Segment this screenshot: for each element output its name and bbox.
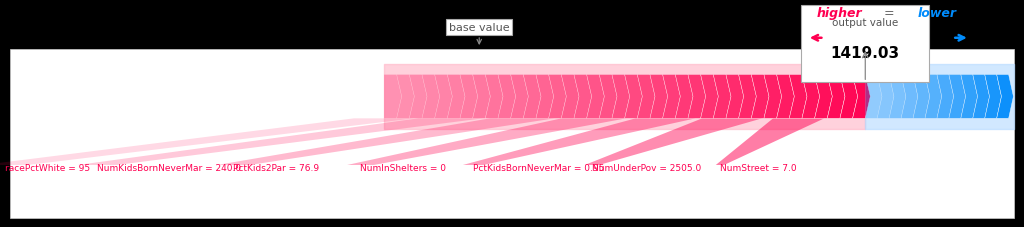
- Polygon shape: [714, 75, 731, 119]
- Polygon shape: [549, 75, 566, 119]
- Polygon shape: [663, 75, 680, 119]
- Polygon shape: [422, 75, 439, 119]
- Polygon shape: [536, 75, 554, 119]
- Polygon shape: [996, 75, 1014, 119]
- Polygon shape: [384, 75, 401, 119]
- Text: PctKidsBornNeverMar = 0.95: PctKidsBornNeverMar = 0.95: [473, 163, 604, 172]
- Polygon shape: [925, 75, 942, 119]
- Polygon shape: [217, 119, 555, 165]
- Polygon shape: [815, 75, 833, 119]
- Polygon shape: [523, 75, 541, 119]
- Polygon shape: [585, 119, 762, 165]
- Polygon shape: [802, 75, 819, 119]
- Text: NumStreet = 7.0: NumStreet = 7.0: [720, 163, 797, 172]
- FancyBboxPatch shape: [10, 50, 1014, 218]
- Polygon shape: [511, 75, 528, 119]
- Text: racePctWhite = 95: racePctWhite = 95: [5, 163, 90, 172]
- Polygon shape: [700, 75, 719, 119]
- Polygon shape: [827, 75, 845, 119]
- Polygon shape: [396, 75, 415, 119]
- Text: higher: higher: [817, 7, 862, 20]
- Polygon shape: [447, 75, 465, 119]
- Polygon shape: [434, 75, 453, 119]
- Polygon shape: [485, 75, 503, 119]
- Polygon shape: [410, 75, 427, 119]
- FancyBboxPatch shape: [801, 6, 930, 83]
- Text: PctKids2Par = 76.9: PctKids2Par = 76.9: [233, 163, 319, 172]
- Polygon shape: [463, 119, 695, 165]
- Polygon shape: [347, 119, 626, 165]
- Text: lower: lower: [918, 7, 956, 20]
- Polygon shape: [840, 75, 858, 119]
- Polygon shape: [498, 75, 516, 119]
- Polygon shape: [937, 75, 953, 119]
- Polygon shape: [587, 75, 604, 119]
- Polygon shape: [574, 75, 592, 119]
- Polygon shape: [901, 75, 918, 119]
- Polygon shape: [738, 75, 757, 119]
- Polygon shape: [913, 75, 930, 119]
- Text: output value: output value: [833, 18, 898, 28]
- Polygon shape: [675, 75, 693, 119]
- Polygon shape: [853, 75, 870, 119]
- Polygon shape: [878, 75, 894, 119]
- Polygon shape: [973, 75, 989, 119]
- Polygon shape: [865, 75, 882, 119]
- Text: base value: base value: [449, 23, 510, 45]
- Text: 1419.03: 1419.03: [830, 45, 900, 60]
- Polygon shape: [949, 75, 966, 119]
- Polygon shape: [561, 75, 579, 119]
- Polygon shape: [716, 119, 824, 165]
- Polygon shape: [790, 75, 807, 119]
- Polygon shape: [889, 75, 906, 119]
- Polygon shape: [961, 75, 978, 119]
- Polygon shape: [78, 119, 483, 165]
- Polygon shape: [625, 75, 642, 119]
- Polygon shape: [650, 75, 668, 119]
- Polygon shape: [599, 75, 617, 119]
- Polygon shape: [637, 75, 655, 119]
- Polygon shape: [460, 75, 478, 119]
- Polygon shape: [0, 119, 414, 165]
- Polygon shape: [985, 75, 1001, 119]
- Text: NumInShelters = 0: NumInShelters = 0: [360, 163, 446, 172]
- Text: NumKidsBornNeverMar = 240.0: NumKidsBornNeverMar = 240.0: [97, 163, 242, 172]
- Polygon shape: [776, 75, 795, 119]
- Polygon shape: [688, 75, 706, 119]
- Polygon shape: [764, 75, 781, 119]
- Text: NumUnderPov = 2505.0: NumUnderPov = 2505.0: [592, 163, 701, 172]
- Polygon shape: [612, 75, 630, 119]
- Polygon shape: [473, 75, 490, 119]
- Polygon shape: [752, 75, 769, 119]
- Text: =: =: [884, 7, 894, 20]
- Polygon shape: [726, 75, 743, 119]
